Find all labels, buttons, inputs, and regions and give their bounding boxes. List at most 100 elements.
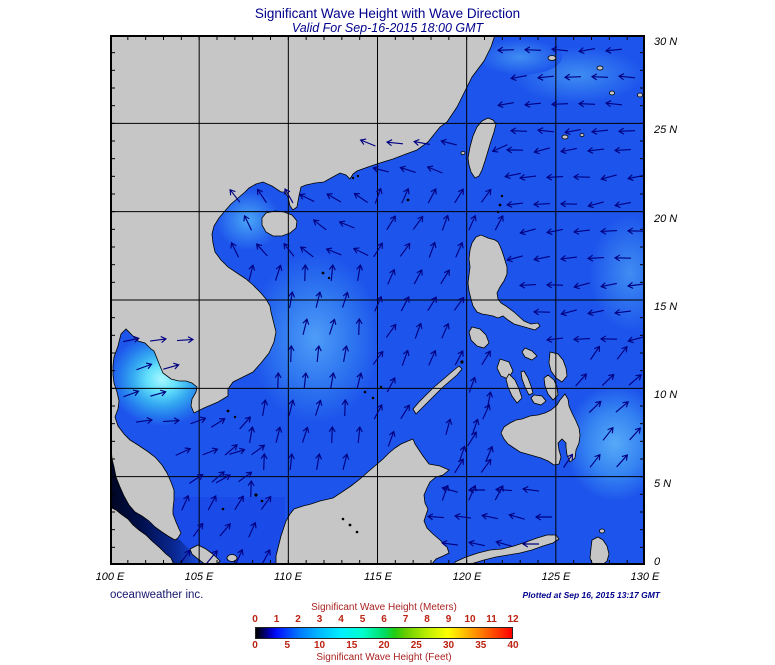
wave-arrow	[599, 227, 618, 235]
wave-arrow	[387, 430, 396, 447]
wave-arrow	[386, 215, 396, 231]
wave-arrow	[441, 214, 450, 231]
legend-tick-label: 20	[378, 640, 390, 651]
wave-direction-arrows	[123, 46, 645, 565]
wave-arrow	[495, 539, 512, 547]
valid-time-subtitle: Valid For Sep-16-2015 18:00 GMT	[291, 21, 484, 35]
wave-arrow	[481, 350, 491, 366]
wave-arrow	[328, 425, 336, 444]
wave-arrow	[575, 373, 588, 387]
wave-arrow	[315, 291, 323, 308]
wave-arrow	[454, 458, 464, 474]
wave-arrow	[356, 372, 364, 389]
legend-tick-label: 12	[507, 614, 519, 625]
wave-arrow	[614, 201, 631, 209]
land-taiwan	[467, 117, 497, 179]
lat-label: 30 N	[654, 36, 678, 48]
wave-arrow	[590, 127, 609, 135]
wave-arrow	[629, 427, 642, 441]
wave-arrow	[387, 268, 396, 285]
wave-arrow	[586, 254, 605, 262]
land-bohol	[530, 394, 547, 406]
wave-arrow	[235, 548, 244, 565]
legend-tick-label: 3	[316, 614, 323, 625]
wave-arrow	[604, 46, 623, 54]
wave-arrow	[615, 401, 629, 413]
legend-tick-label: 0	[252, 614, 258, 625]
wave-arrow	[135, 417, 153, 424]
wave-arrow	[352, 247, 369, 257]
wave-map-svg	[110, 35, 645, 565]
wave-arrow	[325, 247, 342, 256]
wave-arrow	[301, 426, 310, 443]
wave-arrow	[509, 127, 528, 135]
legend-tick-label: 2	[295, 614, 301, 625]
wave-arrow	[413, 138, 430, 146]
wave-arrow	[359, 138, 376, 147]
wave-arrow	[602, 426, 614, 441]
wave-arrow	[601, 373, 615, 386]
wave-arrow	[510, 74, 527, 82]
wave-arrow	[400, 295, 410, 312]
wave-arrow	[342, 345, 350, 362]
wave-arrow	[338, 220, 355, 229]
map-plot-area	[110, 35, 645, 565]
lon-label: 120 E	[452, 571, 482, 583]
wave-arrow	[617, 127, 636, 135]
land-halmahera	[589, 536, 610, 565]
wave-arrow	[150, 389, 167, 397]
legend-tick-label: 8	[424, 614, 430, 625]
legend-tick-label: 5	[284, 640, 291, 651]
wave-arrow	[519, 228, 536, 236]
wave-arrow	[284, 188, 294, 204]
credit-text: oceanweather inc.	[110, 589, 204, 601]
wave-arrow	[613, 254, 632, 262]
map-frame	[110, 35, 645, 565]
wave-arrow	[494, 484, 504, 501]
wave-arrow	[454, 349, 464, 366]
wave-arrow	[238, 471, 253, 483]
land-china-indochina	[110, 35, 496, 541]
lon-label: 125 E	[541, 571, 571, 583]
lat-label: 5 N	[654, 478, 672, 490]
wave-arrow	[458, 445, 467, 462]
wave-arrow	[123, 389, 140, 398]
wave-arrow	[441, 540, 459, 547]
legend-tick-label: 10	[464, 614, 476, 625]
wave-arrow	[577, 100, 596, 108]
wave-arrow	[261, 548, 271, 565]
wave-arrow	[545, 173, 564, 181]
wave-arrow	[373, 403, 383, 420]
wave-arrow	[372, 350, 384, 365]
pacific-light-patch	[590, 215, 645, 331]
wave-arrow	[123, 335, 140, 343]
wave-arrow	[613, 308, 632, 316]
wave-arrow	[192, 522, 204, 537]
wave-arrow	[260, 495, 272, 510]
gulf-of-tonkin-patch	[216, 190, 280, 250]
wave-arrow	[427, 296, 437, 312]
wave-arrow	[355, 317, 363, 336]
wave-arrow	[326, 193, 342, 203]
lon-label: 110 E	[274, 571, 302, 583]
wave-arrow	[328, 263, 336, 282]
wave-arrow	[445, 418, 453, 435]
wave-arrow	[563, 453, 574, 468]
legend-tick-label: 6	[381, 614, 387, 625]
wave-arrow	[413, 268, 423, 285]
wave-arrow	[533, 255, 550, 263]
wave-arrow	[275, 426, 283, 443]
land-belitung	[226, 554, 238, 562]
lat-label: 20 N	[654, 213, 678, 225]
wave-arrow	[428, 349, 437, 366]
wave-arrow	[468, 214, 477, 231]
wave-arrow	[301, 263, 309, 282]
wave-arrow	[401, 349, 410, 366]
wave-arrow	[374, 295, 383, 312]
wave-arrow	[559, 200, 578, 208]
wave-arrow	[588, 400, 602, 413]
land-cebu	[520, 370, 534, 396]
wave-arrow	[534, 513, 552, 521]
lat-label: 0	[654, 556, 661, 568]
